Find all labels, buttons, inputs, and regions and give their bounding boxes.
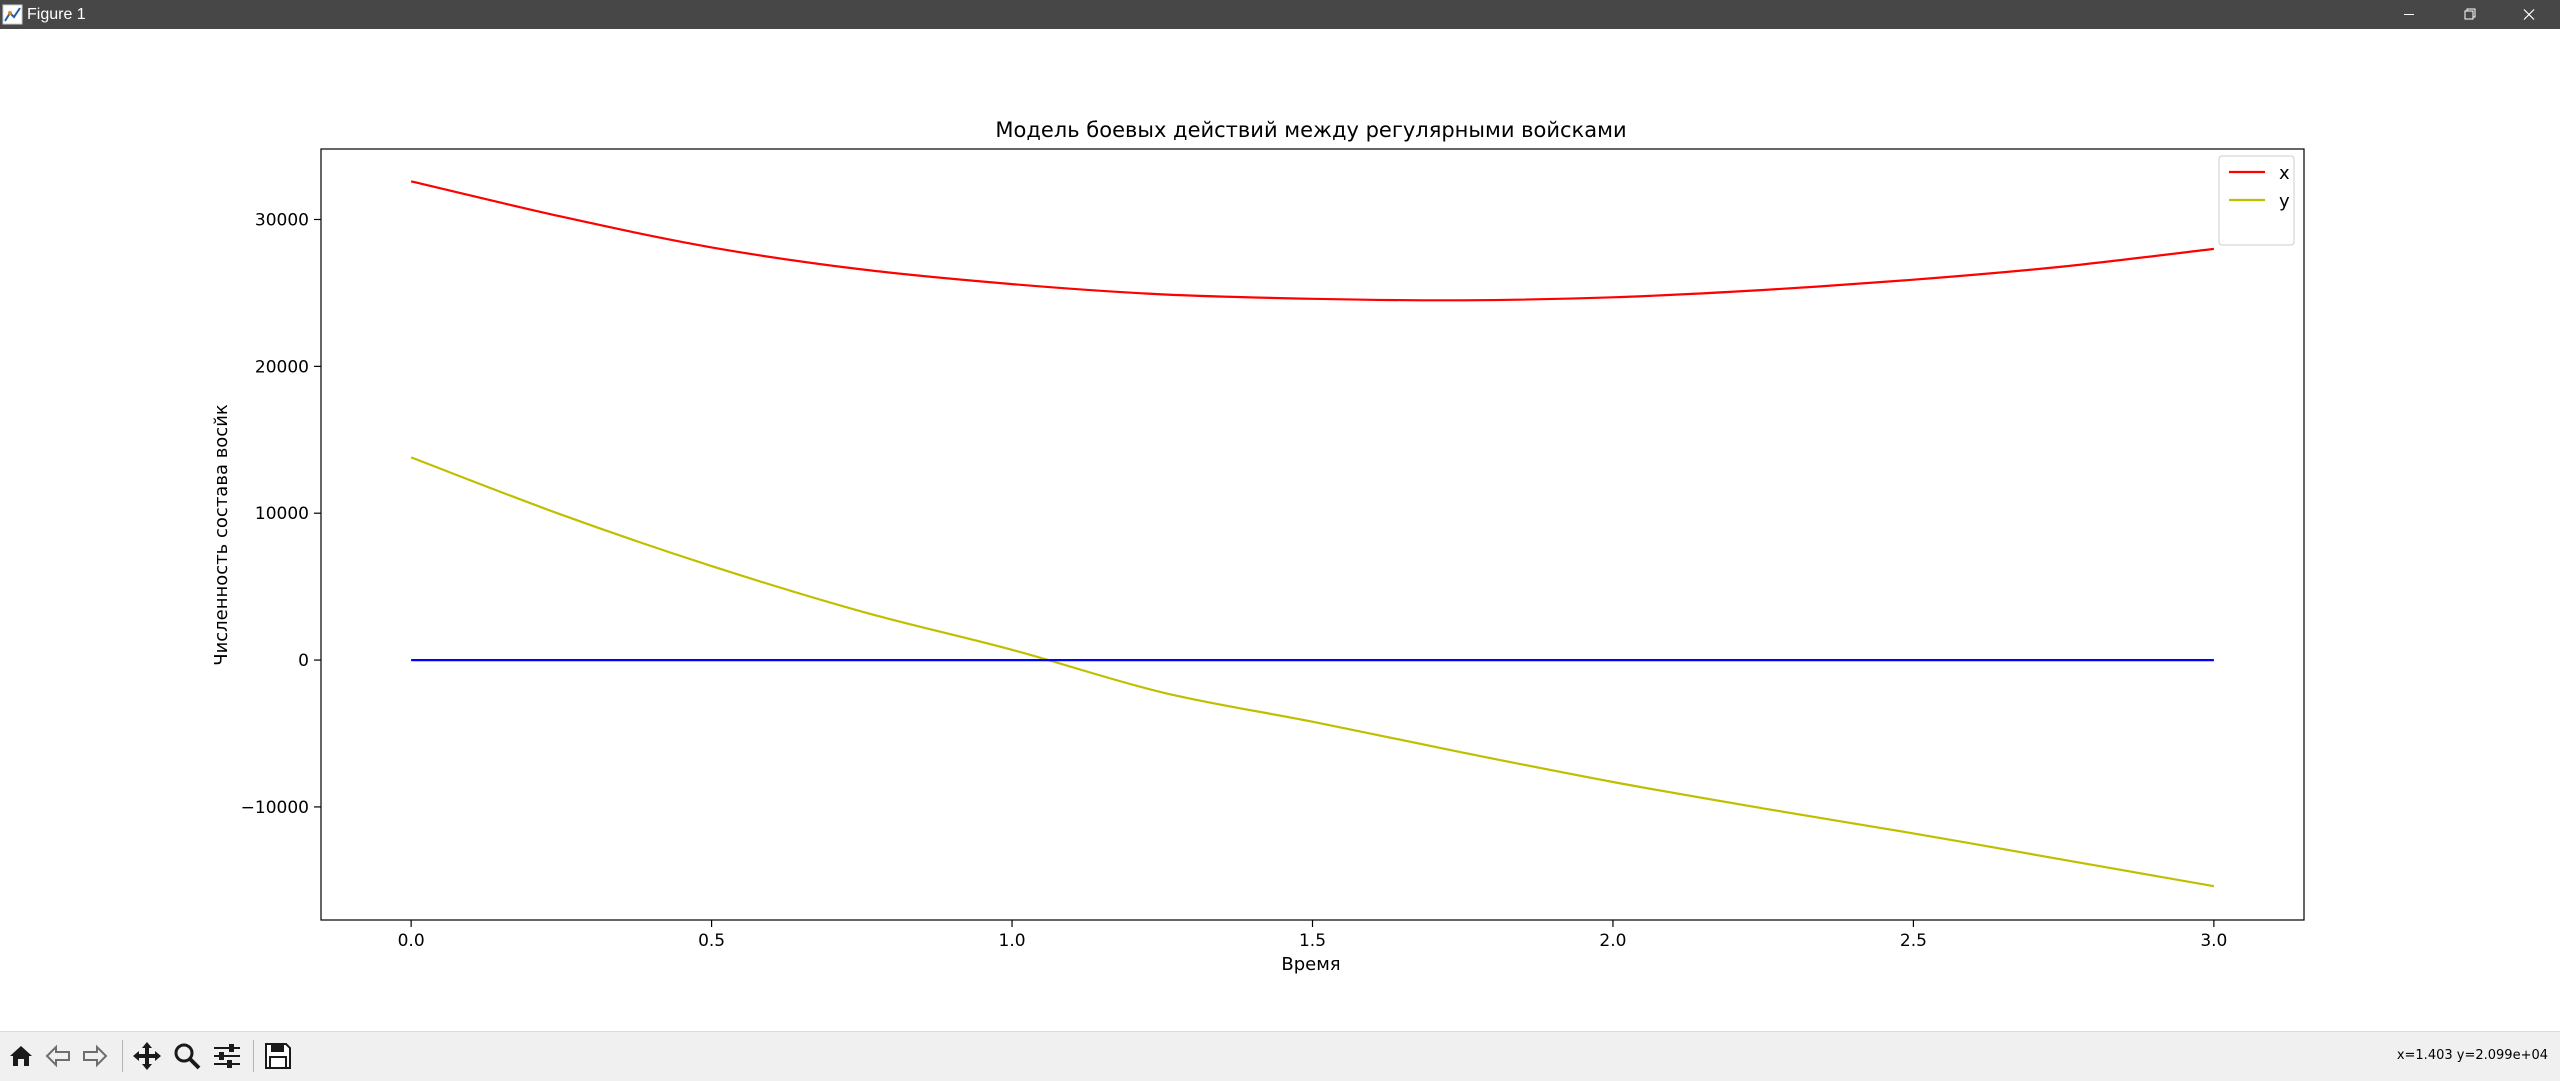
x-tick-label: 3.0: [2200, 931, 2227, 951]
series-layer: [410, 180, 2215, 888]
y-tick-label: 10000: [255, 504, 309, 524]
arrow-right-icon[interactable]: [78, 1039, 112, 1073]
figure-canvas[interactable]: Модель боевых действий между регулярными…: [0, 29, 2560, 1031]
x-tick-label: 1.5: [1299, 931, 1326, 951]
legend: x y: [2218, 155, 2295, 246]
y-tick-label: 0: [298, 651, 309, 671]
cursor-coordinates: x=1.403 y=2.099e+04: [2396, 1048, 2548, 1063]
series-line-x: [410, 180, 2215, 302]
minimize-icon[interactable]: [2380, 0, 2438, 29]
restore-icon[interactable]: [2440, 0, 2498, 29]
floppy-disk-icon[interactable]: [261, 1039, 295, 1073]
magnifier-icon[interactable]: [170, 1039, 204, 1073]
home-icon[interactable]: [4, 1039, 38, 1073]
chart-area: Модель боевых действий между регулярными…: [211, 118, 2305, 975]
series-line-y: [410, 456, 2215, 888]
y-tick-label: 20000: [255, 357, 309, 377]
window-title: Figure 1: [27, 6, 86, 23]
toolbar-separator: [253, 1040, 254, 1072]
legend-label-x: x: [2279, 163, 2290, 184]
y-tick-label: −10000: [241, 798, 309, 818]
sliders-icon[interactable]: [210, 1039, 244, 1073]
y-axis: −10000 0 10000 20000 30000: [241, 210, 321, 818]
chart-title: Модель боевых действий между регулярными…: [995, 118, 1626, 142]
x-axis: 0.0 0.5 1.0 1.5 2.0 2.5 3.0: [398, 920, 2227, 951]
close-icon[interactable]: [2500, 0, 2558, 29]
y-tick-label: 30000: [255, 210, 309, 230]
x-axis-label: Время: [1281, 954, 1340, 975]
x-tick-label: 0.5: [698, 931, 725, 951]
navigation-toolbar: x=1.403 y=2.099e+04: [0, 1031, 2560, 1081]
x-tick-label: 2.5: [1900, 931, 1927, 951]
x-tick-label: 2.0: [1599, 931, 1626, 951]
x-tick-label: 0.0: [398, 931, 425, 951]
y-axis-label: Численность состава восйк: [211, 404, 232, 666]
toolbar-separator: [122, 1040, 123, 1072]
x-tick-label: 1.0: [999, 931, 1026, 951]
window-titlebar[interactable]: Figure 1: [0, 0, 2560, 29]
matplotlib-app-icon: [2, 4, 23, 25]
move-icon[interactable]: [130, 1039, 164, 1073]
arrow-left-icon[interactable]: [41, 1039, 75, 1073]
legend-label-y: y: [2279, 191, 2290, 212]
